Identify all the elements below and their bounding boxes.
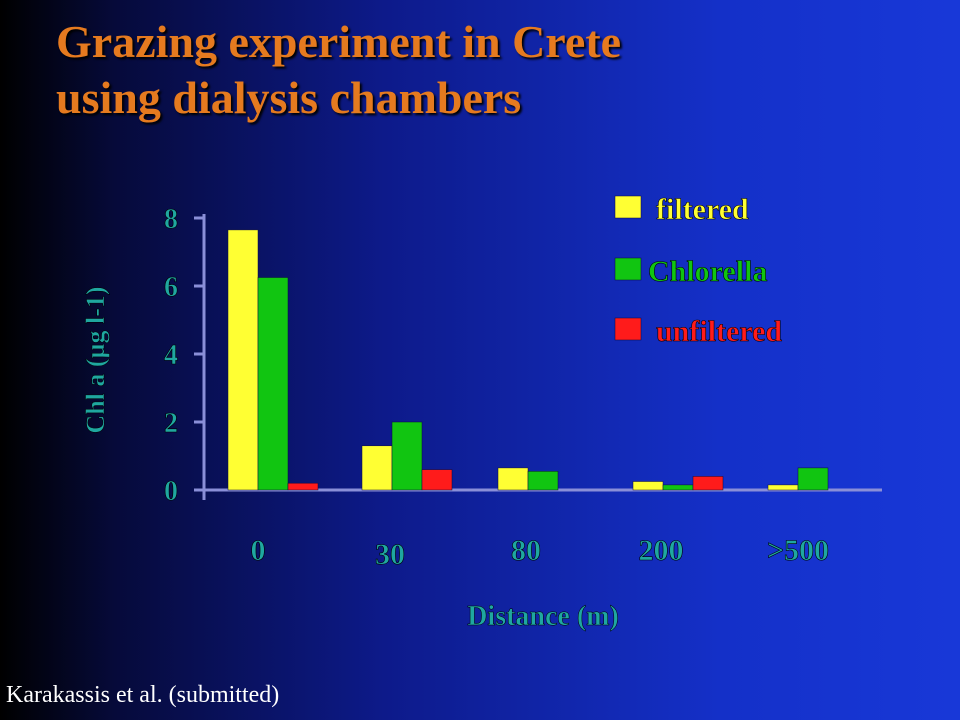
citation: Karakassis et al. (submitted) xyxy=(6,682,280,708)
bar-filtered-0 xyxy=(227,229,259,491)
legend-label-unfiltered: unfiltered xyxy=(656,315,782,348)
y-tick-label-2: 4 xyxy=(164,340,178,371)
legend-label-filtered: filtered xyxy=(656,193,749,226)
legend-swatch-unfiltered xyxy=(614,317,642,341)
bar-filtered-1 xyxy=(361,445,393,491)
x-tick-label-1: 30 xyxy=(375,538,405,571)
bar-filtered-3 xyxy=(632,481,664,491)
x-tick-label-2: 80 xyxy=(511,534,541,567)
x-tick-label-0: 0 xyxy=(251,534,266,567)
bar-chlorella-4 xyxy=(797,467,829,491)
bar-unfiltered-0 xyxy=(287,482,319,491)
x-tick-label-4: >500 xyxy=(767,534,829,567)
slide-title: Grazing experiment in Crete using dialys… xyxy=(56,14,621,126)
y-tick-label-0: 0 xyxy=(164,476,178,507)
y-tick-label-1: 2 xyxy=(164,408,178,439)
legend-label-chlorella: Chlorella xyxy=(648,255,767,288)
bar-chlorella-1 xyxy=(391,421,423,491)
bar-unfiltered-1 xyxy=(421,469,453,491)
legend-swatch-chlorella xyxy=(614,257,642,281)
bar-chlorella-3 xyxy=(662,484,694,491)
legend-swatch-filtered xyxy=(614,195,642,219)
bar-filtered-4 xyxy=(767,484,799,491)
x-axis-label: Distance (m) xyxy=(467,601,619,632)
y-tick-label-3: 6 xyxy=(164,272,178,303)
title-line-1: Grazing experiment in Crete xyxy=(56,16,622,67)
bar-unfiltered-3 xyxy=(692,476,724,491)
x-tick-label-3: 200 xyxy=(639,534,684,567)
title-line-2: using dialysis chambers xyxy=(56,72,522,123)
bar-filtered-2 xyxy=(497,467,529,491)
bar-chlorella-0 xyxy=(257,277,289,491)
y-tick-label-4: 8 xyxy=(164,204,178,235)
y-axis-label: Chl a (µg l-1) xyxy=(81,286,110,433)
bar-chlorella-2 xyxy=(527,471,559,491)
